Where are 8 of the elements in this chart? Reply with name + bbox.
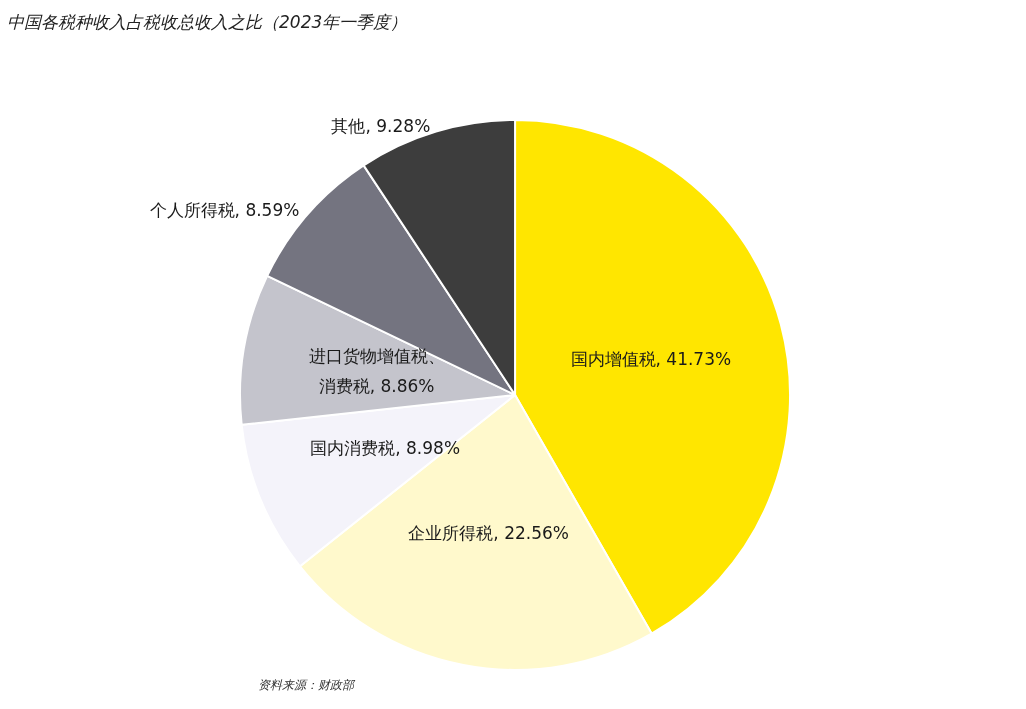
slice-label: 其他, 9.28%	[331, 115, 431, 136]
chart-title: 中国各税种收入占税收总收入之比（2023年一季度）	[7, 11, 408, 32]
text: 资料来源：财政部	[258, 678, 356, 692]
slice-label: 国内增值税, 41.73%	[570, 348, 732, 369]
slice-label: 进口货物增值税、消费税, 8.86%	[308, 346, 445, 397]
slice-label: 国内消费税, 8.98%	[310, 438, 461, 459]
slice-label: 企业所得税, 22.56%	[408, 522, 569, 543]
slice-label: 个人所得税, 8.59%	[149, 200, 300, 221]
